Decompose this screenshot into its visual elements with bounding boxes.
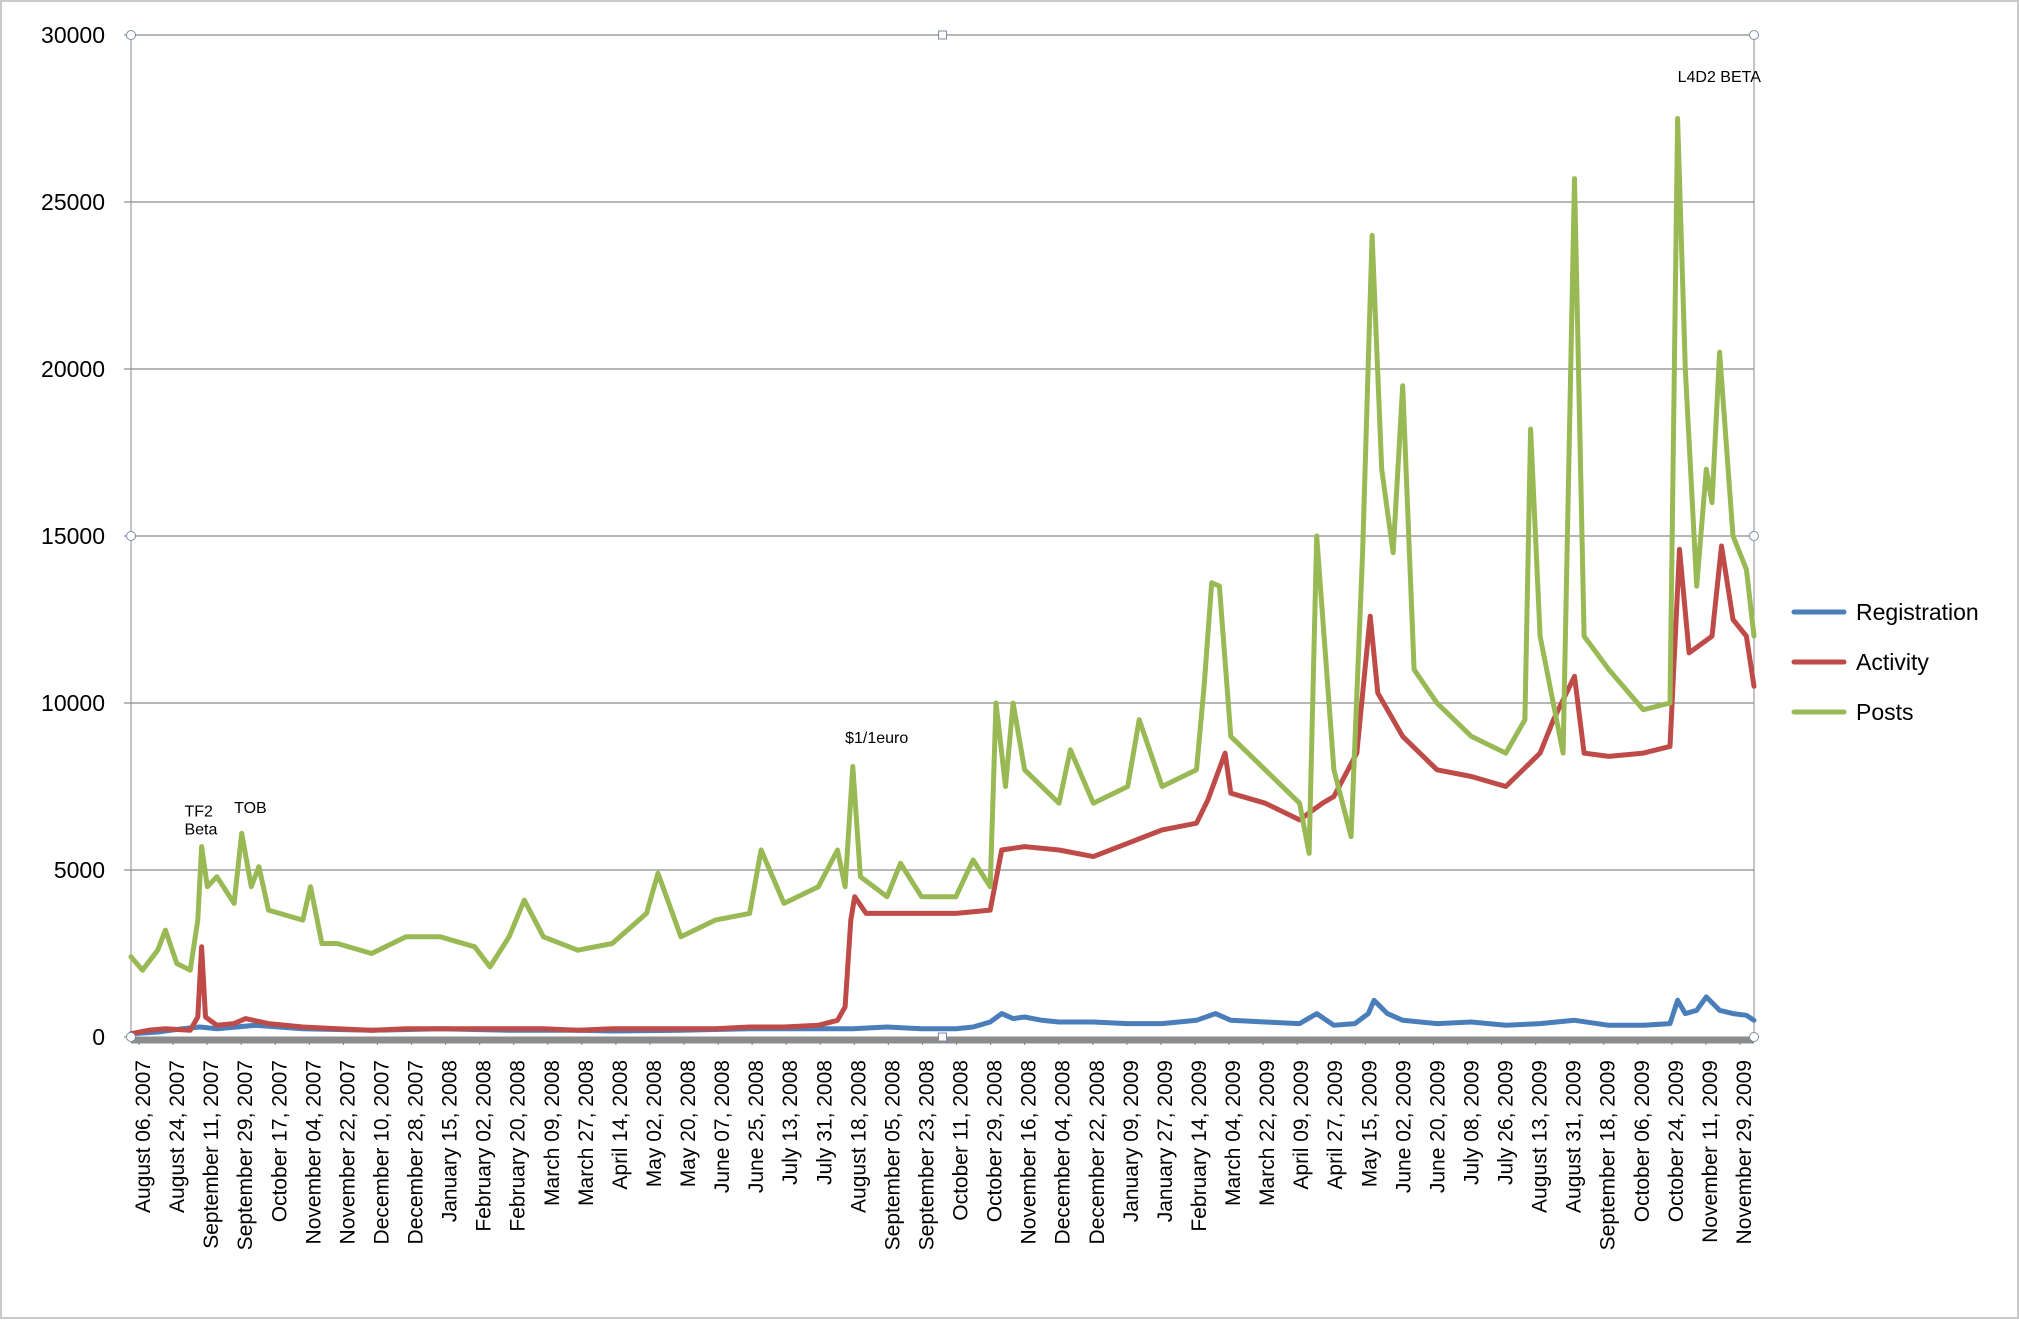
y-tick-label: 0 xyxy=(92,1024,105,1050)
x-tick-label: February 20, 2008 xyxy=(507,1060,530,1232)
x-tick-label: October 24, 2009 xyxy=(1665,1060,1688,1222)
x-tick-label: September 11, 2007 xyxy=(200,1060,223,1249)
x-tick-label: January 15, 2008 xyxy=(439,1060,462,1222)
annotation-label: Beta xyxy=(184,822,217,839)
x-tick-label: February 14, 2009 xyxy=(1188,1060,1211,1232)
x-tick-label: August 24, 2007 xyxy=(166,1060,189,1213)
x-tick-label: November 22, 2007 xyxy=(336,1060,359,1244)
x-tick-label: July 13, 2008 xyxy=(779,1060,802,1185)
x-tick-label: June 02, 2009 xyxy=(1392,1060,1415,1193)
x-tick-label: June 25, 2008 xyxy=(745,1060,768,1193)
y-tick-label: 10000 xyxy=(41,690,105,716)
series-lines xyxy=(128,116,1757,1037)
x-tick-label: November 29, 2009 xyxy=(1733,1060,1756,1244)
x-tick-label: September 29, 2007 xyxy=(234,1060,257,1250)
selection-handles xyxy=(126,30,1759,1042)
x-tick-label: March 27, 2008 xyxy=(575,1060,598,1206)
x-tick-label: July 26, 2009 xyxy=(1495,1060,1518,1185)
y-tick-label: 25000 xyxy=(41,189,105,215)
x-tick-label: June 20, 2009 xyxy=(1426,1060,1449,1193)
x-tick-label: October 11, 2008 xyxy=(950,1060,973,1221)
x-axis: August 06, 2007 August 24, 2007 September … xyxy=(131,1036,1756,1250)
series-line-activity xyxy=(128,543,1757,1037)
resize-handle xyxy=(126,1032,136,1042)
legend-label-activity: Activity xyxy=(1856,649,1929,675)
x-tick-label: February 02, 2008 xyxy=(473,1060,496,1232)
x-tick-label: September 23, 2008 xyxy=(915,1060,938,1250)
legend-label-registration: Registration xyxy=(1856,599,1979,625)
x-tick-label: January 27, 2009 xyxy=(1154,1060,1177,1222)
x-tick-label: May 15, 2009 xyxy=(1358,1060,1381,1187)
x-tick-label: November 04, 2007 xyxy=(302,1060,325,1244)
x-tick-label: October 29, 2008 xyxy=(984,1060,1007,1222)
x-tick-label: December 10, 2007 xyxy=(370,1060,393,1244)
y-axis: 0 5000 10000 15000 20000 25000 30000 xyxy=(41,22,131,1050)
x-tick-label: December 22, 2008 xyxy=(1086,1060,1109,1244)
x-tick-label: November 11, 2009 xyxy=(1699,1060,1722,1243)
resize-handle xyxy=(1749,30,1759,40)
resize-handle xyxy=(126,30,136,40)
resize-handle xyxy=(1749,531,1759,541)
x-tick-label: October 06, 2009 xyxy=(1631,1060,1654,1222)
resize-handle xyxy=(1749,1032,1759,1042)
x-tick-label: July 31, 2008 xyxy=(813,1060,836,1185)
legend-label-posts: Posts xyxy=(1856,699,1914,725)
resize-handle xyxy=(938,1032,947,1042)
x-tick-label: September 05, 2008 xyxy=(881,1060,904,1250)
x-tick-label: October 17, 2007 xyxy=(268,1060,291,1222)
x-tick-label: September 18, 2009 xyxy=(1597,1060,1620,1250)
x-tick-label: August 06, 2007 xyxy=(132,1060,155,1213)
x-tick-label: January 09, 2009 xyxy=(1120,1060,1143,1222)
resize-handle xyxy=(126,531,136,541)
x-tick-label: June 07, 2008 xyxy=(711,1060,734,1193)
y-tick-label: 30000 xyxy=(41,22,105,48)
x-tick-label: May 20, 2008 xyxy=(677,1060,700,1187)
y-tick-label: 20000 xyxy=(41,356,105,382)
resize-handle xyxy=(938,30,947,40)
annotation-label: L4D2 BETA xyxy=(1678,69,1762,86)
x-tick-label: March 09, 2008 xyxy=(541,1060,564,1206)
annotation-label: TF2 xyxy=(184,804,213,821)
x-tick-label: April 27, 2009 xyxy=(1324,1060,1347,1190)
y-tick-label: 5000 xyxy=(54,857,105,883)
x-tick-label: July 08, 2009 xyxy=(1460,1060,1483,1185)
x-tick-label: April 09, 2009 xyxy=(1290,1060,1313,1190)
x-tick-label: December 28, 2007 xyxy=(405,1060,428,1244)
gridlines xyxy=(130,34,1755,1038)
annotation-label: TOB xyxy=(234,800,267,817)
x-tick-label: April 14, 2008 xyxy=(609,1060,632,1190)
x-tick-label: August 18, 2008 xyxy=(847,1060,870,1213)
annotation-label: $1/1euro xyxy=(845,730,908,747)
x-tick-label: March 22, 2009 xyxy=(1256,1060,1279,1206)
x-tick-label: May 02, 2008 xyxy=(643,1060,666,1187)
x-tick-label: November 16, 2008 xyxy=(1018,1060,1041,1244)
x-tick-label: December 04, 2008 xyxy=(1052,1060,1075,1244)
legend: Registration Activity Posts xyxy=(1791,599,1979,725)
x-tick-label: August 31, 2009 xyxy=(1563,1060,1586,1213)
x-tick-label: March 04, 2009 xyxy=(1222,1060,1245,1206)
y-tick-label: 15000 xyxy=(41,523,105,549)
x-tick-label: August 13, 2009 xyxy=(1529,1060,1552,1213)
series-line-posts xyxy=(128,116,1757,973)
